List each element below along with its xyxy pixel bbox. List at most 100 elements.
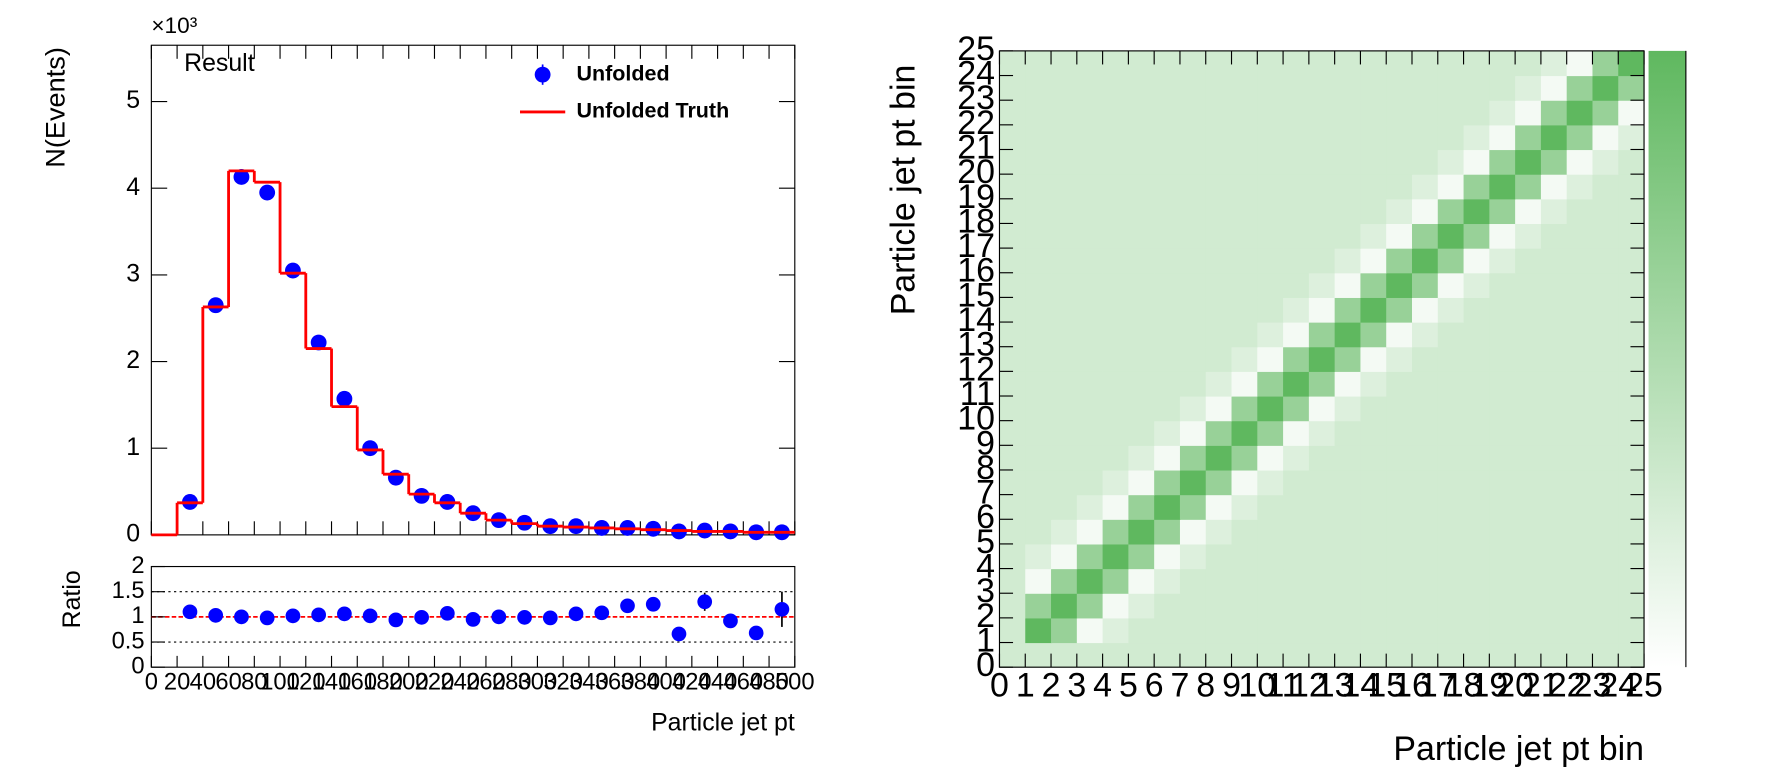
heatmap-cell — [1179, 100, 1207, 126]
heatmap-cell — [999, 445, 1026, 471]
heatmap-cell — [1618, 519, 1645, 545]
ratio-point — [311, 607, 327, 623]
y-tick-label: 1.5 — [112, 578, 145, 604]
heatmap-cell — [1205, 149, 1233, 175]
x-tick-label: 100 — [260, 669, 300, 695]
ratio-point — [388, 612, 404, 628]
x-tick-label: 12 — [1290, 666, 1328, 704]
heatmap-cell — [1386, 519, 1413, 545]
x-tick-label: 18 — [1445, 666, 1483, 704]
heatmap-cell — [1411, 519, 1439, 545]
heatmap-cell — [1618, 494, 1645, 520]
heatmap-cell — [1051, 322, 1078, 348]
heatmap-cell — [1411, 617, 1439, 644]
heatmap-cell — [1592, 593, 1619, 619]
heatmap-cell — [1308, 396, 1336, 422]
heatmap-cell — [1437, 322, 1465, 348]
heatmap-cell — [1025, 149, 1052, 175]
heatmap-cell — [1592, 272, 1619, 298]
heatmap-cell — [1102, 469, 1129, 496]
heatmap-cell — [1334, 272, 1361, 298]
heatmap-cell — [1360, 75, 1387, 101]
heatmap-cell — [1257, 617, 1284, 644]
heatmap-cell — [1154, 568, 1181, 594]
heatmap-cell — [1283, 371, 1310, 397]
heatmap-cell — [1076, 494, 1104, 520]
heatmap-cell — [1231, 593, 1258, 619]
y-axis-title: N(Events) — [40, 47, 71, 168]
y-tick-label: 22 — [957, 104, 995, 142]
ratio-point — [208, 607, 224, 623]
heatmap-cell — [1205, 445, 1233, 471]
heatmap-cell — [1489, 593, 1516, 619]
heatmap-cell — [1360, 198, 1387, 225]
heatmap-cell — [1257, 124, 1284, 151]
heatmap-cell — [1566, 198, 1594, 225]
heatmap-cell — [1540, 100, 1568, 126]
heatmap-cell — [1257, 543, 1284, 570]
heatmap-cell — [1540, 248, 1568, 274]
heatmap-cell — [1386, 75, 1413, 101]
heatmap-cell — [1102, 371, 1129, 397]
heatmap-cell — [1618, 322, 1645, 348]
legend-label: Unfolded — [577, 61, 670, 85]
y-tick-label: 1 — [126, 433, 140, 461]
heatmap-cell — [1025, 174, 1052, 200]
data-point — [233, 169, 250, 185]
x-tick-label: 340 — [569, 669, 609, 695]
heatmap-cell — [1128, 371, 1155, 397]
heatmap-cell — [1566, 568, 1594, 594]
heatmap-cell — [1437, 174, 1465, 200]
heatmap-cell — [999, 617, 1026, 644]
heatmap-cell — [1283, 174, 1310, 200]
heatmap-cell — [1437, 519, 1465, 545]
heatmap-cell — [999, 568, 1026, 594]
heatmap-cell — [1411, 543, 1439, 570]
heatmap-cell — [1051, 346, 1078, 372]
y-tick-label: 15 — [957, 276, 995, 314]
heatmap-cell — [1386, 272, 1413, 298]
heatmap-cell — [1128, 100, 1155, 126]
heatmap-cell — [1076, 174, 1104, 200]
heatmap-cell — [1128, 593, 1155, 619]
heatmap-cell — [1128, 568, 1155, 594]
heatmap-cell — [1540, 543, 1568, 570]
heatmap-cell — [1540, 346, 1568, 372]
heatmap-cell — [1128, 124, 1155, 151]
heatmap-cell — [1128, 617, 1155, 644]
heatmap-cell — [1231, 494, 1258, 520]
heatmap-cell — [1437, 75, 1465, 101]
heatmap-cell — [1566, 420, 1594, 446]
heatmap-cell — [1566, 642, 1594, 668]
heatmap-cell — [1051, 494, 1078, 520]
heatmap-cell — [1205, 124, 1233, 151]
ratio-point — [182, 604, 198, 620]
heatmap-cell — [1566, 124, 1594, 151]
y-tick-label: 5 — [976, 523, 995, 561]
heatmap-cell — [1489, 198, 1516, 225]
heatmap-cell — [1411, 198, 1439, 225]
heatmap-cell — [1437, 568, 1465, 594]
heatmap-cell — [1489, 75, 1516, 101]
heatmap-cell — [1231, 519, 1258, 545]
heatmap-cell — [1334, 174, 1361, 200]
heatmap-cell — [1592, 568, 1619, 594]
heatmap-cell — [1179, 75, 1207, 101]
x-tick-label: 500 — [775, 669, 815, 695]
heatmap-cell — [1334, 469, 1361, 496]
heatmap-cell — [1308, 223, 1336, 249]
heatmap-cell — [1205, 198, 1233, 225]
heatmap-cell — [1128, 50, 1155, 77]
heatmap-cell — [1515, 248, 1542, 274]
heatmap-cell — [1051, 519, 1078, 545]
heatmap-cell — [1154, 50, 1181, 77]
y-tick-label: 0 — [976, 646, 995, 684]
x-tick-label: 2 — [1042, 666, 1061, 704]
heatmap-cell — [1076, 50, 1104, 77]
heatmap-cell — [1102, 124, 1129, 151]
heatmap-cell — [1463, 248, 1490, 274]
x-tick-label: 300 — [518, 669, 558, 695]
heatmap-cell — [1386, 100, 1413, 126]
heatmap-cell — [1076, 593, 1104, 619]
heatmap-cell — [1566, 519, 1594, 545]
